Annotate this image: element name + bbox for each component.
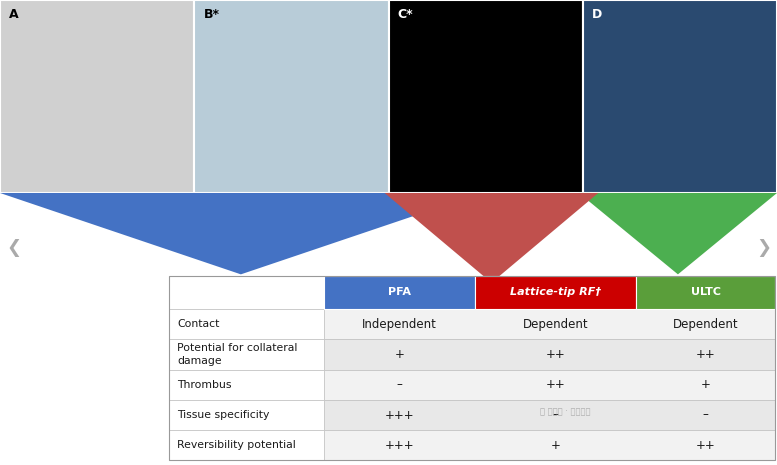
Text: Tissue specificity: Tissue specificity [177,410,270,420]
Bar [583,0,777,193]
Bar [324,400,775,430]
Bar [324,430,775,460]
Bar [169,400,324,430]
Bar [169,370,324,400]
Bar [169,309,324,339]
Text: Lattice-tip RF†: Lattice-tip RF† [510,287,601,298]
Text: ++: ++ [546,379,566,391]
Text: ++: ++ [696,439,716,452]
Polygon shape [385,193,598,283]
Text: ❮: ❮ [6,239,21,257]
Text: +: + [395,348,405,361]
Bar [636,276,775,309]
Bar [476,276,636,309]
Text: Dependent: Dependent [673,318,739,331]
Text: D: D [592,8,602,21]
Bar [194,0,388,193]
Text: Reversibility potential: Reversibility potential [177,440,296,450]
Text: A: A [9,8,19,21]
Polygon shape [0,193,482,274]
Text: ++: ++ [546,348,566,361]
Bar [169,276,775,460]
Bar [169,430,324,460]
Bar [324,370,775,400]
Text: ULTC: ULTC [691,287,721,298]
Text: PFA: PFA [388,287,411,298]
Text: +++: +++ [385,439,414,452]
Text: Contact: Contact [177,319,220,329]
Text: 🔵 公众号 · 我爱瓣膜: 🔵 公众号 · 我爱瓣膜 [540,407,591,416]
Text: +++: +++ [385,409,414,421]
Text: +: + [701,379,711,391]
Polygon shape [579,193,777,274]
Bar [324,276,476,309]
Text: –: – [552,409,559,421]
Text: –: – [397,379,402,391]
Text: Independent: Independent [362,318,437,331]
Bar [324,309,775,339]
Text: –: – [703,409,709,421]
Bar [169,276,324,309]
Text: Thrombus: Thrombus [177,380,232,390]
Bar [324,339,775,370]
Text: Potential for collateral
damage: Potential for collateral damage [177,343,298,366]
Text: B*: B* [204,8,220,21]
Text: Dependent: Dependent [523,318,588,331]
Bar [169,339,324,370]
Text: +: + [551,439,561,452]
Text: ❯: ❯ [757,239,772,257]
Text: C*: C* [398,8,413,21]
Bar [388,0,583,193]
Bar [0,0,194,193]
Text: ++: ++ [696,348,716,361]
